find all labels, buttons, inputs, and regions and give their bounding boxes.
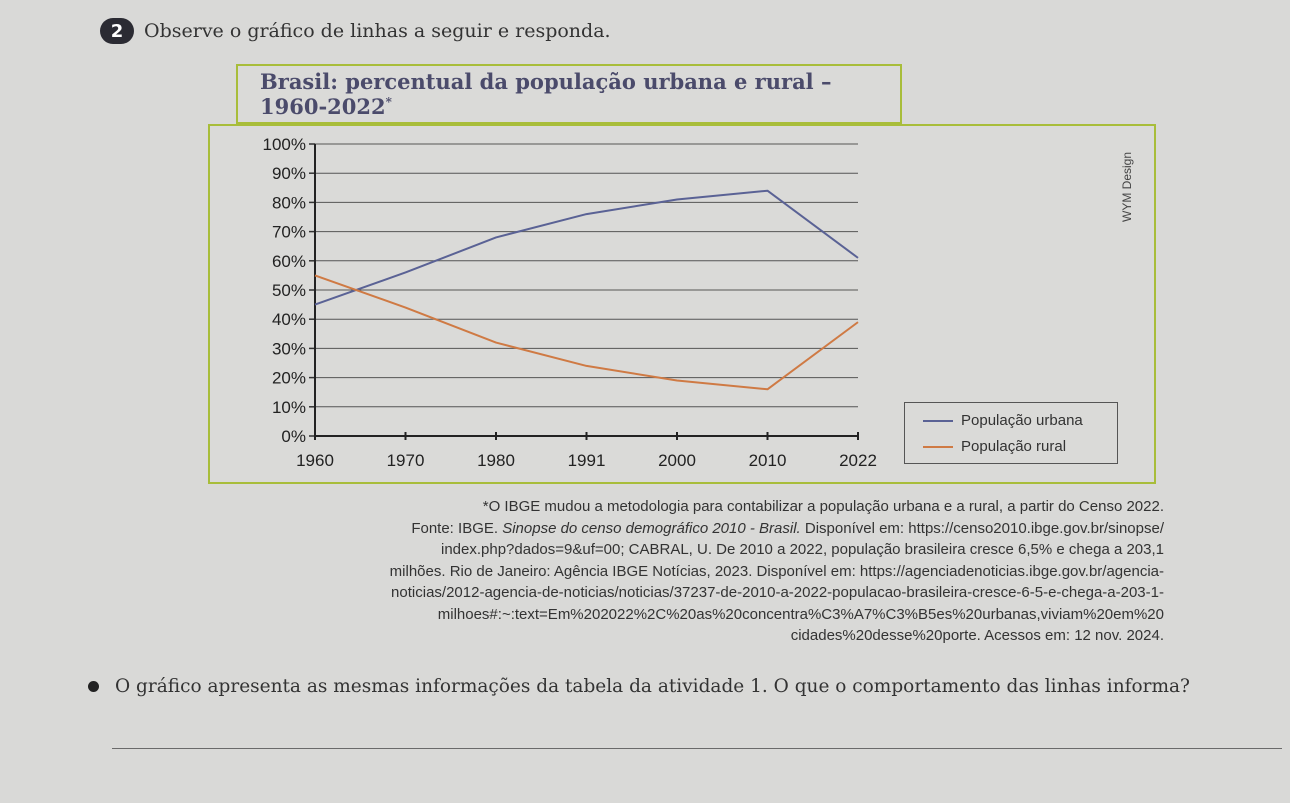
x-tick-label: 2010	[749, 451, 787, 470]
source-notes: *O IBGE mudou a metodologia para contabi…	[204, 496, 1164, 647]
source-line-4: noticias/2012-agencia-de-noticias/notici…	[391, 584, 1164, 601]
y-tick-label: 10%	[272, 398, 306, 417]
y-tick-label: 50%	[272, 281, 306, 300]
x-tick-label: 1970	[387, 451, 425, 470]
legend-swatch-rural	[923, 445, 953, 448]
y-tick-label: 100%	[263, 135, 306, 154]
source-line-1: Fonte: IBGE. Sinopse do censo demográfic…	[204, 518, 1164, 540]
y-tick-label: 60%	[272, 252, 306, 271]
source-line-3: milhões. Rio de Janeiro: Agência IBGE No…	[389, 562, 1164, 580]
design-credit: WYM Design	[1120, 151, 1134, 222]
chart-title-asterisk: *	[385, 95, 392, 109]
y-tick-label: 90%	[272, 164, 306, 183]
legend-item-rural: População rural	[923, 438, 1066, 455]
series-line-urban	[314, 189, 859, 306]
follow-up-question: O gráfico apresenta as mesmas informaçõe…	[88, 676, 1190, 697]
y-tick-label: 70%	[272, 223, 306, 242]
footnote: *O IBGE mudou a metodologia para contabi…	[482, 498, 1164, 515]
source-line-6: cidades%20desse%20porte. Acessos em: 12 …	[790, 627, 1164, 644]
y-tick-label: 0%	[281, 427, 306, 446]
y-tick-label: 80%	[272, 193, 306, 212]
legend-label-urban: População urbana	[961, 412, 1083, 429]
chart-title: Brasil: percentual da população urbana e…	[260, 69, 900, 119]
x-tick-label: 2000	[658, 451, 696, 470]
chart-title-text: Brasil: percentual da população urbana e…	[260, 69, 832, 119]
line-chart: 0% 10% 20% 30% 40% 50% 60% 70% 80% 90% 100% 1960 197…	[263, 135, 877, 470]
source-line-5: milhoes#:~:text=Em%202022%2C%20as%20conc…	[437, 605, 1164, 623]
legend-item-urban: População urbana	[923, 412, 1083, 429]
bullet-icon	[88, 681, 99, 692]
y-tick-label: 20%	[272, 369, 306, 388]
y-tick-label: 30%	[272, 339, 306, 358]
legend-swatch-urban	[923, 419, 953, 422]
question-number-badge: 2	[100, 18, 134, 44]
source-prefix: Fonte: IBGE.	[411, 519, 503, 537]
source-title: Sinopse do censo demográfico 2010 - Bras…	[502, 519, 801, 537]
chart-legend: População urbana População rural	[904, 402, 1118, 464]
legend-label-rural: População rural	[961, 438, 1067, 455]
question-header: 2 Observe o gráfico de linhas a seguir e…	[100, 18, 611, 44]
series-line-rural	[314, 274, 859, 391]
question-prompt: Observe o gráfico de linhas a seguir e r…	[144, 20, 611, 42]
follow-up-question-text: O gráfico apresenta as mesmas informaçõe…	[115, 676, 1190, 697]
source-rest: Disponível em: https://censo2010.ibge.go…	[800, 519, 1164, 537]
chart-title-box: Brasil: percentual da população urbana e…	[236, 64, 902, 124]
source-line-2: index.php?dados=9&uf=00; CABRAL, U. De 2…	[441, 541, 1164, 558]
answer-line[interactable]	[112, 748, 1282, 749]
x-tick-label: 1991	[568, 451, 606, 470]
x-tick-label: 1980	[477, 451, 515, 470]
y-tick-label: 40%	[272, 310, 306, 329]
x-tick-label: 2022	[839, 451, 877, 470]
x-tick-label: 1960	[296, 451, 334, 470]
